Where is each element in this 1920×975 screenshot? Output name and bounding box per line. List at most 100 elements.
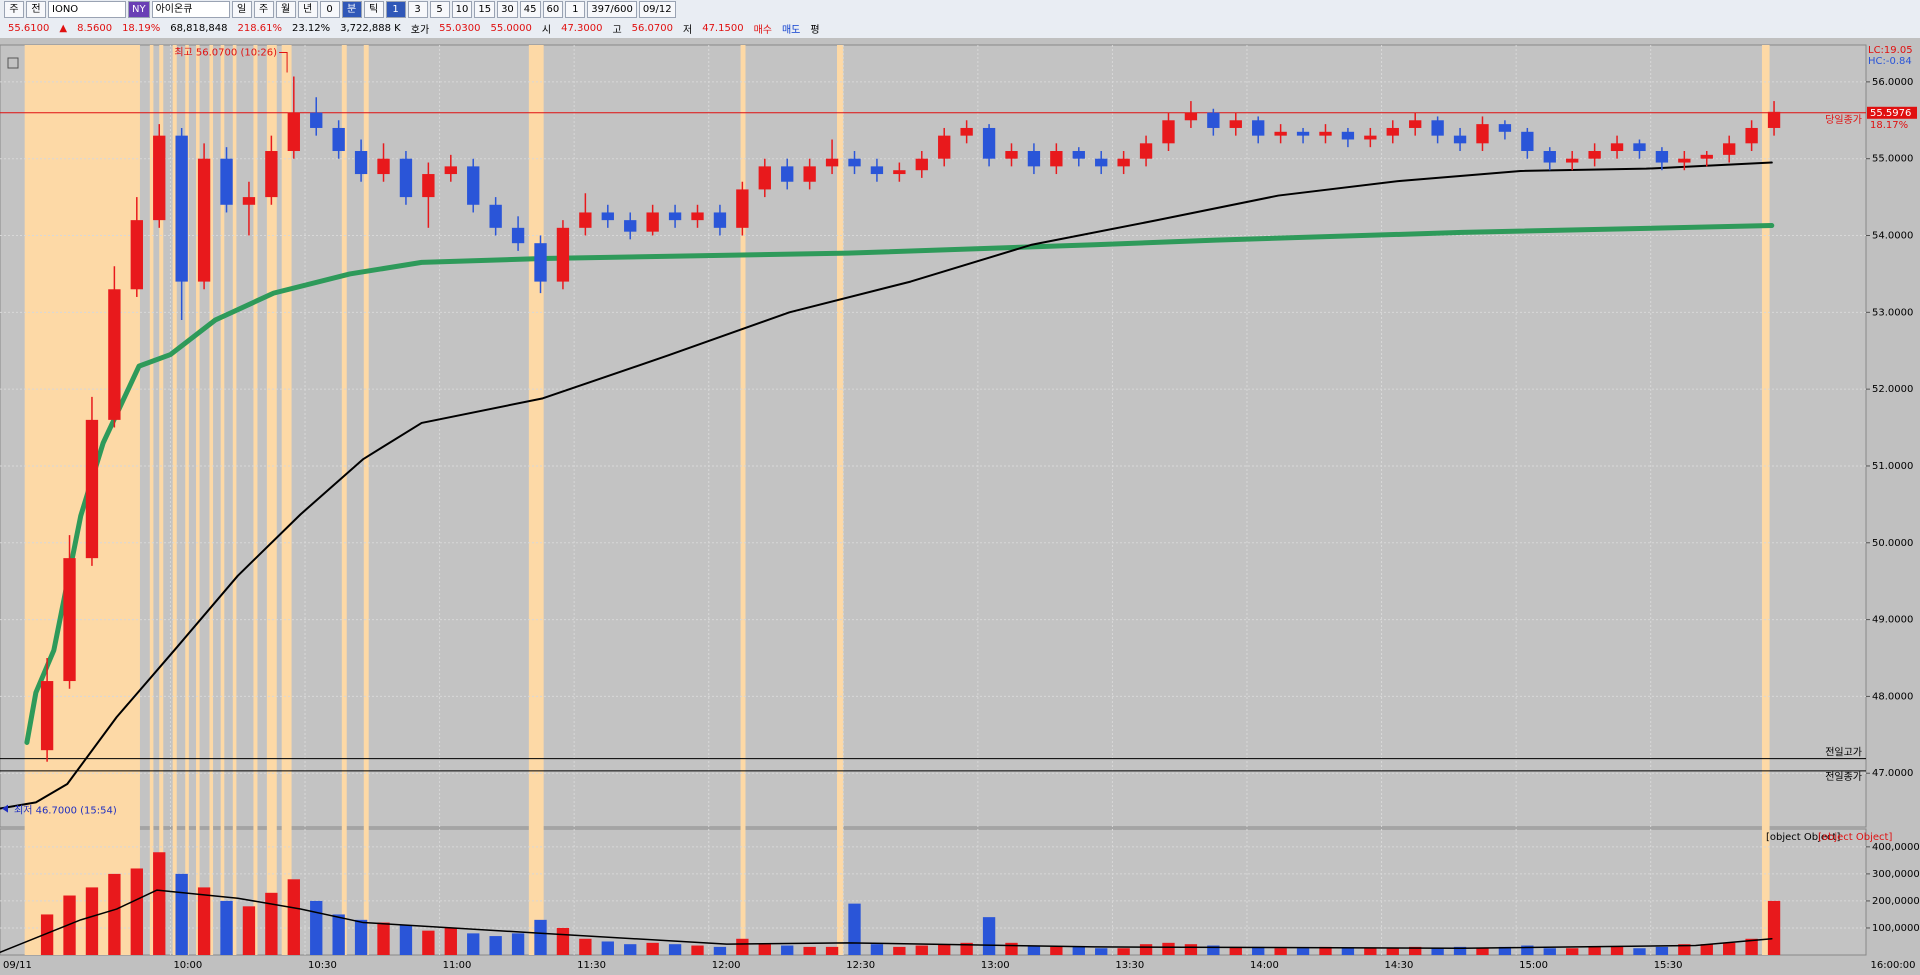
toolbar-button[interactable]: 주 — [4, 1, 24, 18]
candle-body — [579, 212, 592, 228]
highlight-band — [232, 45, 237, 955]
candle-body — [310, 112, 323, 128]
toolbar-button[interactable]: 월 — [275, 1, 296, 18]
volume-bar — [1252, 946, 1265, 955]
candle-body — [982, 127, 996, 159]
high-annotation: 최고 56.0700 (10:26) — [174, 46, 277, 58]
volume-bar — [1117, 948, 1130, 955]
volume-bar — [1162, 942, 1175, 955]
x-tick-label: 12:00 — [712, 960, 741, 971]
toolbar-button[interactable]: 10 — [451, 1, 473, 18]
reference-label: 전일고가 — [1825, 747, 1862, 759]
volume-bar — [758, 944, 771, 955]
candle-body — [825, 158, 839, 167]
y-tick-label: 51.0000 — [1872, 461, 1913, 472]
panel-icon[interactable] — [7, 57, 19, 69]
toolbar-button[interactable]: 일 — [231, 1, 252, 18]
volume-bar — [444, 927, 457, 955]
candle-body — [1341, 131, 1355, 140]
candle-body — [848, 158, 861, 167]
volume-bar — [736, 938, 749, 955]
toolbar-button[interactable]: 1 — [385, 1, 406, 18]
volume-bar — [691, 945, 704, 955]
volume-bar — [1543, 948, 1556, 955]
toolbar-button[interactable]: IONO — [48, 1, 126, 18]
x-tick-label: 15:30 — [1654, 960, 1683, 971]
candle-body — [354, 151, 368, 175]
quote-field: 매도 — [781, 25, 801, 36]
candle-body — [511, 227, 525, 244]
volume-bar — [467, 933, 480, 955]
toolbar-button[interactable]: NY — [128, 1, 150, 18]
candle-body — [108, 289, 121, 420]
moving-average — [0, 889, 1773, 954]
volume-bar — [1655, 946, 1669, 955]
candle-body — [1633, 143, 1646, 152]
quote-field: 매수 — [753, 25, 772, 36]
toolbar-button[interactable]: 1 — [565, 1, 586, 18]
x-tick-label: 10:30 — [308, 960, 337, 971]
toolbar-button[interactable]: 45 — [519, 1, 541, 18]
moving-average — [0, 161, 1773, 810]
x-tick-label: 15:00 — [1519, 960, 1548, 971]
toolbar-button[interactable]: 년 — [297, 1, 318, 18]
candle-body — [1252, 120, 1265, 136]
volume-bar — [265, 892, 278, 955]
toolbar-button[interactable]: 09/12 — [638, 1, 676, 18]
toolbar-button[interactable]: 주 — [253, 1, 274, 18]
volume-bar — [893, 946, 906, 955]
volume-bar — [1386, 948, 1399, 955]
quote-field: 55.0300 — [439, 23, 481, 34]
quote-field: 평 — [810, 25, 820, 36]
candle-body — [1723, 143, 1736, 155]
toolbar-button[interactable]: 60 — [542, 1, 564, 18]
volume-bar — [960, 942, 973, 955]
volume-bar — [1319, 946, 1332, 955]
quote-field: 56.0700 — [631, 23, 673, 34]
candle-body — [1566, 158, 1579, 163]
highlight-band — [266, 45, 277, 955]
volume-bar — [197, 887, 211, 955]
toolbar-button[interactable]: 0 — [319, 1, 340, 18]
toolbar-button[interactable]: 전 — [26, 1, 46, 18]
volume-bar — [825, 946, 839, 955]
toolbar-button[interactable]: 30 — [497, 1, 518, 18]
volume-bar — [1678, 944, 1691, 955]
candle-body — [220, 158, 233, 205]
volume-bar — [85, 887, 99, 955]
quote-field: 8.5600 — [77, 23, 113, 34]
quote-field: ▲ — [59, 23, 68, 34]
y-tick-label: 49.0000 — [1872, 615, 1913, 626]
toolbar-button[interactable]: 397/600 — [587, 1, 637, 18]
highlight-band — [159, 45, 164, 955]
candle-body — [915, 158, 928, 171]
toolbar-button[interactable]: 분 — [341, 1, 362, 18]
quote-field: 3,722,888 K — [340, 23, 401, 34]
volume-bar — [848, 903, 861, 955]
volume-bar — [175, 873, 188, 955]
candle-body — [1453, 135, 1467, 144]
candle-body — [63, 558, 76, 682]
volume-bar — [242, 906, 256, 955]
candle-body — [242, 197, 256, 205]
volume-header: [object Object] — [1766, 832, 1840, 843]
toolbar-button[interactable]: 5 — [429, 1, 450, 18]
volume-bar — [1745, 938, 1758, 955]
candle-body — [713, 212, 727, 228]
volume-bar — [377, 922, 390, 955]
volume-bar — [1498, 946, 1512, 955]
x-tick-label: 10:00 — [173, 960, 202, 971]
close-line-label: 당일종가 — [1825, 114, 1862, 126]
toolbar-button[interactable]: 틱 — [363, 1, 384, 18]
candle-body — [265, 151, 278, 198]
candle-body — [1095, 158, 1108, 167]
volume-bar — [1229, 946, 1242, 955]
toolbar-button[interactable]: 3 — [407, 1, 428, 18]
volume-bar — [1072, 946, 1085, 955]
toolbar-button[interactable]: 아이온큐 — [151, 1, 230, 18]
candle-body — [1364, 135, 1377, 140]
toolbar-button[interactable]: 15 — [474, 1, 496, 18]
candle-body — [153, 135, 166, 221]
volume-bar — [1566, 948, 1579, 955]
volume-bar — [1453, 946, 1467, 955]
